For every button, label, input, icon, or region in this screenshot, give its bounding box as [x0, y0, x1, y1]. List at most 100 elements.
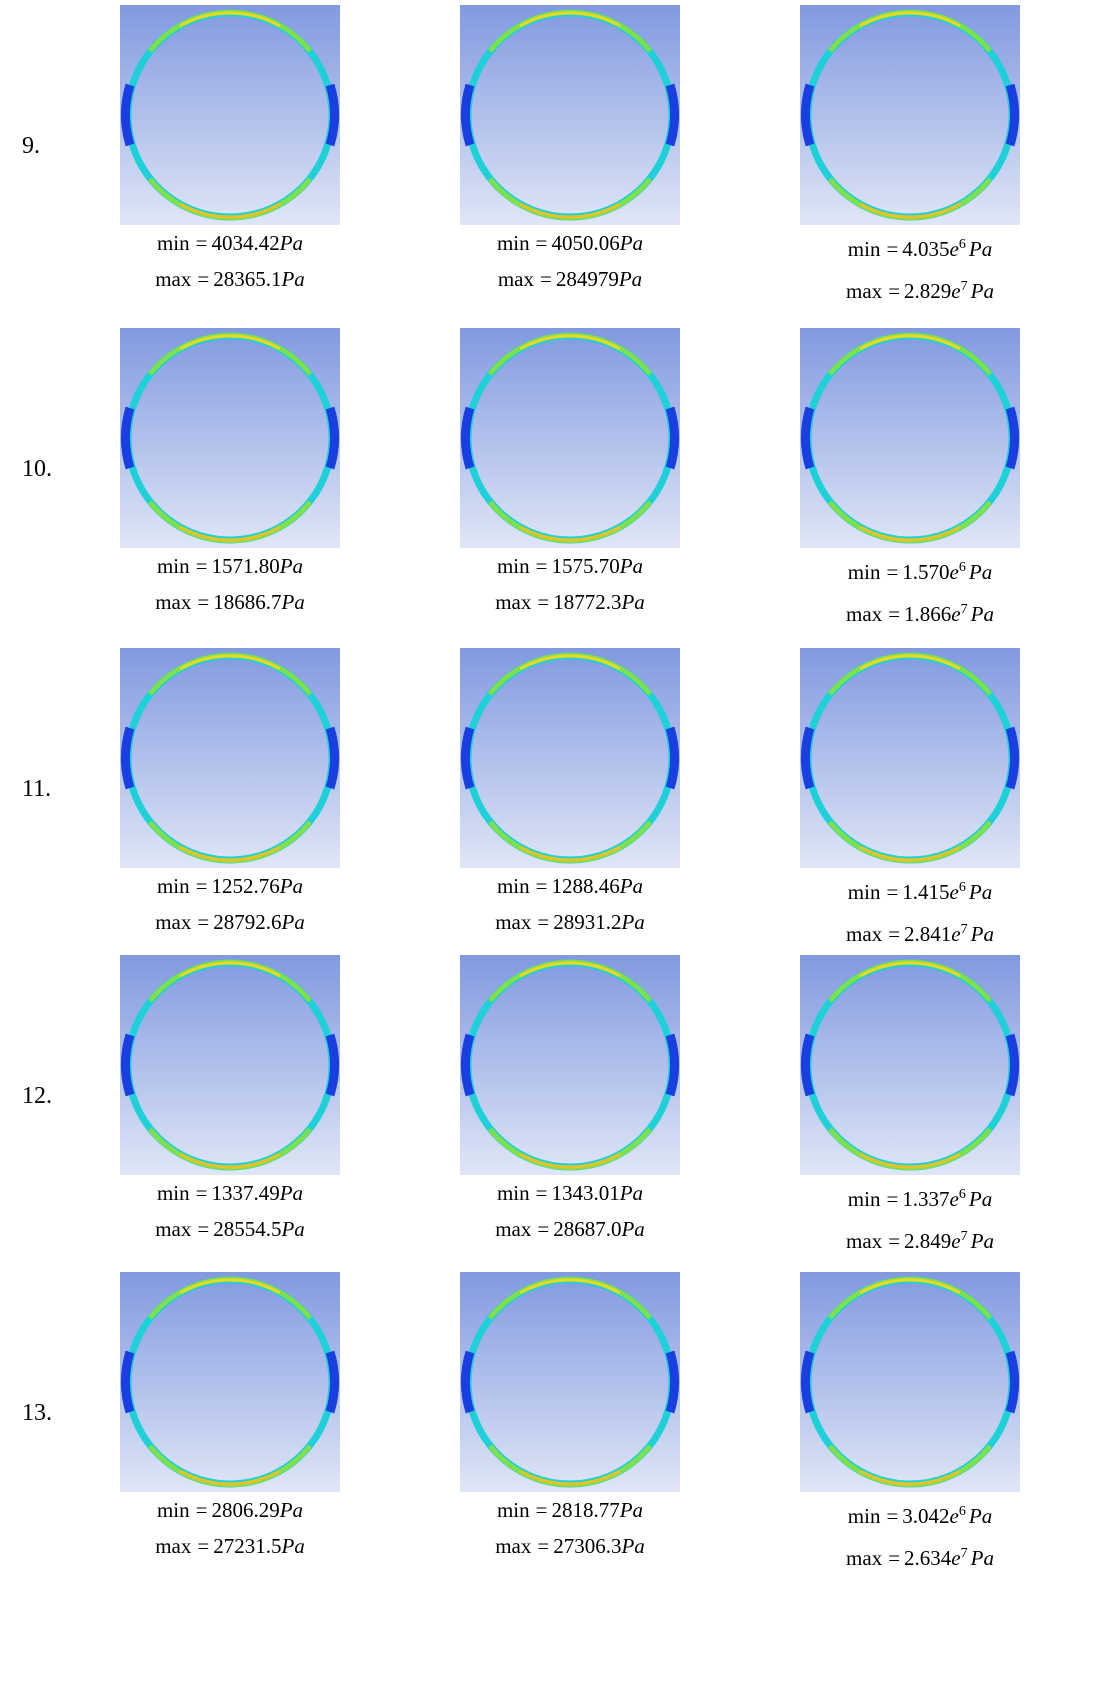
- max-name: max: [495, 910, 531, 934]
- equals: =: [536, 554, 548, 578]
- exp-base: e: [951, 279, 960, 303]
- max-value: max=28792.6Pa: [120, 910, 340, 935]
- unit: Pa: [281, 267, 304, 291]
- min-name: min: [497, 231, 530, 255]
- exp-base: e: [951, 922, 960, 946]
- equals: =: [196, 1181, 208, 1205]
- exp-base: e: [951, 1229, 960, 1253]
- min-name: min: [157, 231, 190, 255]
- max-name: max: [155, 267, 191, 291]
- exponent: 6: [959, 237, 966, 252]
- max-value: max=284979Pa: [460, 267, 680, 292]
- exponent: 6: [959, 560, 966, 575]
- equals: =: [886, 1187, 898, 1211]
- min-value: min=1571.80Pa: [120, 554, 340, 579]
- unit: Pa: [969, 237, 992, 261]
- exp-base: e: [951, 602, 960, 626]
- number: 2.634: [904, 1546, 951, 1570]
- max-name: max: [155, 910, 191, 934]
- unit: Pa: [621, 590, 644, 614]
- max-name: max: [846, 1546, 882, 1570]
- unit: Pa: [620, 1181, 643, 1205]
- row-label: 10.: [22, 456, 52, 483]
- unit: Pa: [621, 1534, 644, 1558]
- unit: Pa: [969, 1187, 992, 1211]
- number: 1.570: [902, 560, 949, 584]
- number: 28554.5: [213, 1217, 281, 1241]
- equals: =: [197, 267, 209, 291]
- equals: =: [536, 231, 548, 255]
- exponent: 7: [961, 279, 968, 294]
- unit: Pa: [281, 1217, 304, 1241]
- number: 28931.2: [553, 910, 621, 934]
- row-label: 13.: [22, 1400, 52, 1427]
- equals: =: [888, 922, 900, 946]
- number: 2806.29: [211, 1498, 279, 1522]
- exp-base: e: [950, 1504, 959, 1528]
- max-name: max: [498, 267, 534, 291]
- exponent: 6: [959, 1504, 966, 1519]
- stress-contour-image: [120, 5, 340, 225]
- equals: =: [537, 1217, 549, 1241]
- number: 284979: [556, 267, 619, 291]
- unit: Pa: [620, 874, 643, 898]
- max-name: max: [846, 602, 882, 626]
- number: 2.849: [904, 1229, 951, 1253]
- max-name: max: [846, 1229, 882, 1253]
- min-name: min: [497, 1498, 530, 1522]
- max-name: max: [155, 1534, 191, 1558]
- min-name: min: [497, 554, 530, 578]
- stress-contour-image: [800, 1272, 1020, 1492]
- stress-contour-image: [800, 328, 1020, 548]
- equals: =: [886, 560, 898, 584]
- max-value: max=28931.2Pa: [460, 910, 680, 935]
- max-value: max=18772.3Pa: [460, 590, 680, 615]
- min-name: min: [848, 1504, 881, 1528]
- max-name: max: [495, 1534, 531, 1558]
- equals: =: [536, 874, 548, 898]
- min-name: min: [497, 1181, 530, 1205]
- number: 4050.06: [551, 231, 619, 255]
- number: 1252.76: [211, 874, 279, 898]
- number: 1575.70: [551, 554, 619, 578]
- max-name: max: [155, 590, 191, 614]
- page: 9.min=4034.42Pamax=28365.1Pamin=4050.06P…: [0, 0, 1102, 1706]
- number: 2818.77: [551, 1498, 619, 1522]
- max-name: max: [155, 1217, 191, 1241]
- unit: Pa: [971, 922, 994, 946]
- exponent: 7: [961, 602, 968, 617]
- stress-contour-image: [800, 5, 1020, 225]
- equals: =: [196, 874, 208, 898]
- min-value: min=1575.70Pa: [460, 554, 680, 579]
- number: 2.829: [904, 279, 951, 303]
- unit: Pa: [281, 910, 304, 934]
- unit: Pa: [621, 1217, 644, 1241]
- stress-contour-image: [120, 955, 340, 1175]
- min-value: min=2806.29Pa: [120, 1498, 340, 1523]
- unit: Pa: [280, 231, 303, 255]
- equals: =: [888, 279, 900, 303]
- exp-base: e: [950, 560, 959, 584]
- unit: Pa: [620, 231, 643, 255]
- number: 1571.80: [211, 554, 279, 578]
- min-name: min: [157, 554, 190, 578]
- equals: =: [537, 910, 549, 934]
- unit: Pa: [969, 880, 992, 904]
- exponent: 7: [961, 1546, 968, 1561]
- stress-contour-image: [460, 1272, 680, 1492]
- max-name: max: [846, 922, 882, 946]
- exponent: 6: [959, 1187, 966, 1202]
- number: 1343.01: [551, 1181, 619, 1205]
- row-label: 9.: [22, 133, 40, 160]
- equals: =: [537, 590, 549, 614]
- unit: Pa: [619, 267, 642, 291]
- number: 1.866: [904, 602, 951, 626]
- equals: =: [196, 1498, 208, 1522]
- equals: =: [536, 1181, 548, 1205]
- exponent: 7: [961, 1229, 968, 1244]
- max-name: max: [495, 590, 531, 614]
